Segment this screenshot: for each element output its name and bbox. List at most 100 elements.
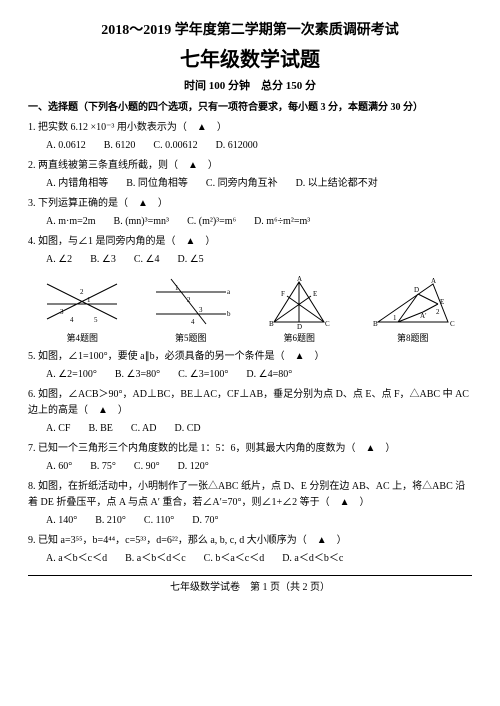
question-2: 2. 两直线被第三条直线所截，则（ ▲ ） A. 内错角相等 B. 同位角相等 … (28, 158, 472, 192)
q3-opt-d: D. m⁶÷m²=m³ (254, 214, 310, 230)
title-line2: 七年级数学试题 (28, 44, 472, 76)
q7-stem: 7. 已知一个三角形三个内角度数的比是 1：5：6，则其最大内角的度数为（ ▲ … (28, 441, 472, 457)
q6-options: A. CF B. BE C. AD D. CD (28, 421, 472, 437)
q8-stem: 8. 如图，在折纸活动中，小明制作了一张△ABC 纸片，点 D、E 分别在边 A… (28, 479, 472, 511)
title-line3: 时间 100 分钟 总分 150 分 (28, 78, 472, 96)
q2-stem: 2. 两直线被第三条直线所截，则（ ▲ ） (28, 158, 472, 174)
q3-opt-b: B. (mn)³=mn³ (114, 214, 170, 230)
q2-opt-a: A. 内错角相等 (46, 176, 108, 192)
q3-opt-a: A. m·m=2m (46, 214, 96, 230)
svg-text:A: A (297, 275, 302, 283)
q6-stem: 6. 如图，∠ACB＞90°，AD⊥BC，BE⊥AC，CF⊥AB，垂足分别为点 … (28, 387, 472, 419)
svg-text:D: D (414, 286, 419, 294)
figure-8: B C A D E A′ 1 2 第8题图 (368, 274, 458, 345)
q5-stem: 5. 如图，∠1=100°，要使 a∥b，必须具备的另一个条件是（ ▲ ） (28, 349, 472, 365)
q3-options: A. m·m=2m B. (mn)³=mn³ C. (m²)³=m⁶ D. m⁶… (28, 214, 472, 230)
q5-opt-c: C. ∠3=100° (178, 367, 228, 383)
q1-opt-a: A. 0.0612 (46, 138, 86, 154)
svg-text:E: E (313, 290, 317, 298)
q6-opt-d: D. CD (174, 421, 200, 437)
section-1-head: 一、选择题（下列各小题的四个选项，只有一项符合要求，每小题 3 分，本题满分 3… (28, 100, 472, 116)
svg-text:C: C (325, 320, 330, 328)
exam-page: 2018～2019 学年度第二学期第一次素质调研考试 七年级数学试题 时间 10… (0, 0, 500, 706)
svg-text:B: B (373, 320, 378, 328)
svg-text:2: 2 (80, 288, 84, 296)
q1-opt-d: D. 612000 (216, 138, 258, 154)
page-footer: 七年级数学试卷 第 1 页（共 2 页） (28, 575, 472, 596)
q4-opt-a: A. ∠2 (46, 252, 72, 268)
q6-opt-a: A. CF (46, 421, 70, 437)
fig8-label: 第8题图 (368, 331, 458, 345)
svg-text:C: C (450, 320, 455, 328)
q5-options: A. ∠2=100° B. ∠3=80° C. ∠3=100° D. ∠4=80… (28, 367, 472, 383)
fig5-label: 第5题图 (151, 331, 231, 345)
svg-text:A′: A′ (420, 312, 427, 320)
q1-stem: 1. 把实数 6.12 ×10⁻³ 用小数表示为（ ▲ ） (28, 120, 472, 136)
svg-text:a: a (227, 288, 231, 296)
fig6-svg: A B C D E F (259, 274, 339, 329)
q2-options: A. 内错角相等 B. 同位角相等 C. 同旁内角互补 D. 以上结论都不对 (28, 176, 472, 192)
question-3: 3. 下列运算正确的是（ ▲ ） A. m·m=2m B. (mn)³=mn³ … (28, 196, 472, 230)
question-9: 9. 已知 a=3⁵⁵，b=4⁴⁴，c=5³³，d=6²²，那么 a, b, c… (28, 533, 472, 567)
svg-text:1: 1 (87, 296, 91, 304)
q9-opt-c: C. b＜a＜c＜d (204, 551, 265, 567)
q8-opt-b: B. 210° (95, 513, 126, 529)
q7-options: A. 60° B. 75° C. 90° D. 120° (28, 459, 472, 475)
svg-text:1: 1 (175, 284, 179, 292)
question-7: 7. 已知一个三角形三个内角度数的比是 1：5：6，则其最大内角的度数为（ ▲ … (28, 441, 472, 475)
q5-opt-a: A. ∠2=100° (46, 367, 97, 383)
svg-text:2: 2 (436, 308, 440, 316)
fig6-label: 第6题图 (259, 331, 339, 345)
figure-5: a b 1 2 3 4 第5题图 (151, 274, 231, 345)
fig4-svg: 2 1 3 4 5 (42, 274, 122, 329)
q8-opt-a: A. 140° (46, 513, 77, 529)
fig8-svg: B C A D E A′ 1 2 (368, 274, 458, 329)
question-1: 1. 把实数 6.12 ×10⁻³ 用小数表示为（ ▲ ） A. 0.0612 … (28, 120, 472, 154)
q5-opt-d: D. ∠4=80° (246, 367, 292, 383)
q4-opt-d: D. ∠5 (177, 252, 203, 268)
q4-opt-b: B. ∠3 (90, 252, 116, 268)
svg-text:3: 3 (199, 306, 203, 314)
svg-text:5: 5 (94, 316, 98, 324)
q7-opt-a: A. 60° (46, 459, 72, 475)
fig4-label: 第4题图 (42, 331, 122, 345)
q6-opt-b: B. BE (88, 421, 112, 437)
q1-options: A. 0.0612 B. 6120 C. 0.00612 D. 612000 (28, 138, 472, 154)
svg-text:E: E (440, 298, 444, 306)
q8-opt-d: D. 70° (192, 513, 218, 529)
q2-opt-d: D. 以上结论都不对 (296, 176, 378, 192)
q8-options: A. 140° B. 210° C. 110° D. 70° (28, 513, 472, 529)
title-line1: 2018～2019 学年度第二学期第一次素质调研考试 (28, 20, 472, 42)
svg-text:B: B (269, 320, 274, 328)
q6-opt-c: C. AD (131, 421, 157, 437)
q3-opt-c: C. (m²)³=m⁶ (187, 214, 236, 230)
q9-opt-a: A. a＜b＜c＜d (46, 551, 107, 567)
svg-text:A: A (431, 277, 436, 285)
question-5: 5. 如图，∠1=100°，要使 a∥b，必须具备的另一个条件是（ ▲ ） A.… (28, 349, 472, 383)
q7-opt-b: B. 75° (90, 459, 116, 475)
q1-opt-b: B. 6120 (104, 138, 136, 154)
svg-text:3: 3 (60, 308, 64, 316)
q2-opt-b: B. 同位角相等 (126, 176, 188, 192)
svg-text:4: 4 (70, 316, 74, 324)
svg-text:2: 2 (187, 296, 191, 304)
q1-opt-c: C. 0.00612 (153, 138, 197, 154)
q9-opt-d: D. a＜d＜b＜c (282, 551, 343, 567)
svg-text:1: 1 (393, 314, 397, 322)
q3-stem: 3. 下列运算正确的是（ ▲ ） (28, 196, 472, 212)
q8-opt-c: C. 110° (144, 513, 174, 529)
svg-text:F: F (281, 290, 285, 298)
svg-text:b: b (227, 310, 231, 318)
fig5-svg: a b 1 2 3 4 (151, 274, 231, 329)
question-4: 4. 如图，与∠1 是同旁内角的是（ ▲ ） A. ∠2 B. ∠3 C. ∠4… (28, 234, 472, 268)
svg-text:4: 4 (191, 318, 195, 326)
q5-opt-b: B. ∠3=80° (115, 367, 160, 383)
figure-4: 2 1 3 4 5 第4题图 (42, 274, 122, 345)
q2-opt-c: C. 同旁内角互补 (206, 176, 278, 192)
q9-opt-b: B. a＜b＜d＜c (125, 551, 186, 567)
svg-text:D: D (297, 323, 302, 329)
question-8: 8. 如图，在折纸活动中，小明制作了一张△ABC 纸片，点 D、E 分别在边 A… (28, 479, 472, 529)
q9-stem: 9. 已知 a=3⁵⁵，b=4⁴⁴，c=5³³，d=6²²，那么 a, b, c… (28, 533, 472, 549)
q4-stem: 4. 如图，与∠1 是同旁内角的是（ ▲ ） (28, 234, 472, 250)
q4-opt-c: C. ∠4 (134, 252, 160, 268)
